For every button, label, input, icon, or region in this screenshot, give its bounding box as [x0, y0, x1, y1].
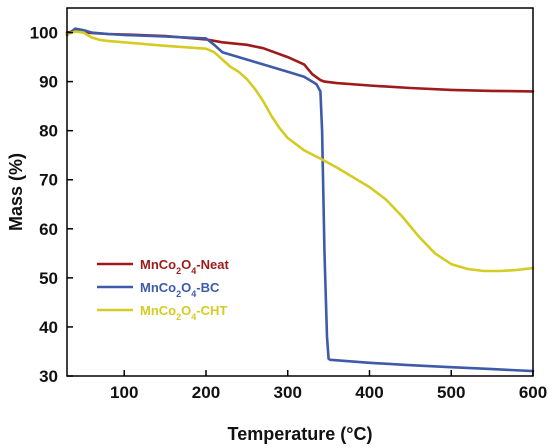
series-line-0 [65, 29, 535, 93]
y-tick-label-5: 80 [39, 122, 58, 141]
y-tick-label-2: 50 [39, 269, 58, 288]
y-axis-ticks: 30 40 50 60 70 80 90 100 [30, 24, 73, 386]
legend-label-0: MnCo2O4-Neat [140, 257, 229, 276]
series-line-1 [65, 27, 535, 373]
x-tick-label-1: 200 [192, 383, 220, 402]
y-axis-title: Mass (%) [6, 153, 26, 231]
series-layer [65, 27, 535, 373]
y-tick-label-6: 90 [39, 73, 58, 92]
series-line-2 [65, 30, 535, 273]
legend-label-2: MnCo2O4-CHT [140, 303, 227, 322]
y-tick-label-7: 100 [30, 24, 58, 43]
legend: MnCo2O4-Neat MnCo2O4-BC MnCo2O4-CHT [97, 257, 229, 322]
x-tick-label-0: 100 [110, 383, 138, 402]
x-tick-label-5: 600 [519, 383, 547, 402]
y-tick-label-3: 60 [39, 220, 58, 239]
y-tick-label-4: 70 [39, 171, 58, 190]
y-tick-label-1: 40 [39, 318, 58, 337]
x-tick-label-2: 300 [274, 383, 302, 402]
x-tick-label-3: 400 [355, 383, 383, 402]
plot-frame [66, 7, 534, 377]
y-tick-label-0: 30 [39, 367, 58, 386]
x-axis-ticks: 100 200 300 400 500 600 [110, 370, 547, 402]
x-tick-label-4: 500 [437, 383, 465, 402]
legend-label-1: MnCo2O4-BC [140, 280, 220, 299]
x-axis-title: Temperature (°C) [228, 424, 373, 444]
